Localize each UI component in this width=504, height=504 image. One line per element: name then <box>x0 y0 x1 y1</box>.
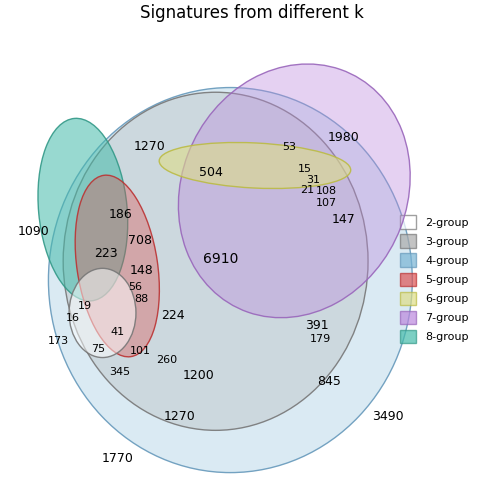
Ellipse shape <box>48 88 412 473</box>
Text: 108: 108 <box>316 186 337 196</box>
Ellipse shape <box>159 143 351 188</box>
Text: 1270: 1270 <box>134 140 166 153</box>
Ellipse shape <box>69 268 136 357</box>
Text: 107: 107 <box>316 198 337 208</box>
Text: 56: 56 <box>128 282 142 292</box>
Ellipse shape <box>63 92 368 430</box>
Text: 88: 88 <box>135 294 149 304</box>
Text: 3490: 3490 <box>372 410 404 423</box>
Ellipse shape <box>38 118 128 301</box>
Text: 147: 147 <box>332 213 355 225</box>
Text: 345: 345 <box>110 367 131 377</box>
Text: 16: 16 <box>66 312 80 323</box>
Text: 223: 223 <box>94 247 117 260</box>
Text: 179: 179 <box>310 334 332 344</box>
Text: 148: 148 <box>130 264 154 277</box>
Text: 41: 41 <box>110 327 124 337</box>
Legend: 2-group, 3-group, 4-group, 5-group, 6-group, 7-group, 8-group: 2-group, 3-group, 4-group, 5-group, 6-gr… <box>396 212 472 347</box>
Ellipse shape <box>75 175 159 357</box>
Text: 101: 101 <box>130 346 150 355</box>
Text: 53: 53 <box>282 142 296 152</box>
Title: Signatures from different k: Signatures from different k <box>140 4 364 22</box>
Text: 186: 186 <box>108 208 132 221</box>
Text: 224: 224 <box>161 309 185 322</box>
Text: 173: 173 <box>48 336 69 346</box>
Text: 1980: 1980 <box>328 131 359 144</box>
Text: 19: 19 <box>78 301 92 311</box>
Text: 21: 21 <box>300 185 314 195</box>
Text: 1090: 1090 <box>18 225 49 238</box>
Text: 260: 260 <box>156 355 177 365</box>
Text: 708: 708 <box>128 234 152 247</box>
Text: 31: 31 <box>306 174 320 184</box>
Text: 1200: 1200 <box>183 369 215 383</box>
Ellipse shape <box>178 64 410 318</box>
Text: 6910: 6910 <box>203 253 238 267</box>
Text: 504: 504 <box>199 166 223 178</box>
Text: 15: 15 <box>298 164 312 174</box>
Text: 1770: 1770 <box>101 452 133 465</box>
Text: 75: 75 <box>92 344 106 354</box>
Text: 845: 845 <box>317 375 341 388</box>
Text: 1270: 1270 <box>163 410 195 423</box>
Text: 391: 391 <box>305 319 329 332</box>
